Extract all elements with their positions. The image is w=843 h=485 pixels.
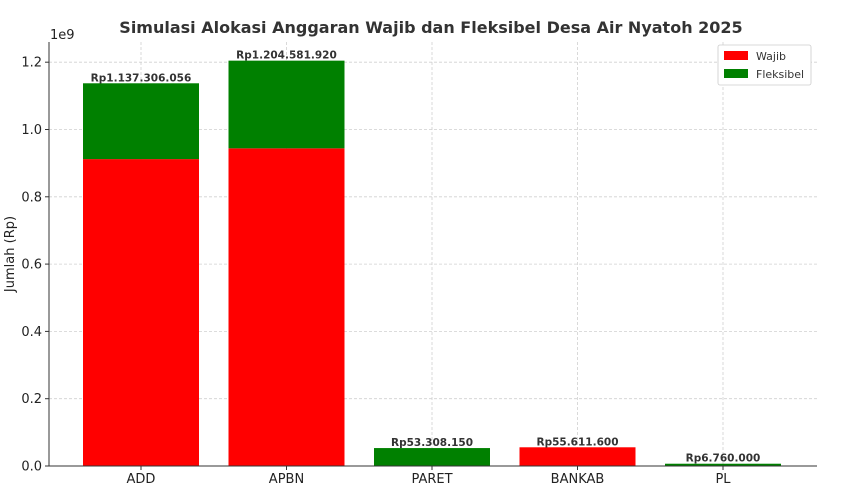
axes (48, 42, 817, 467)
y-tick-label: 0.2 (21, 392, 42, 407)
x-tick-label: PL (715, 472, 731, 485)
legend-label-wajib: Wajib (756, 50, 786, 63)
bar-labels: Rp1.137.306.056 Rp1.204.581.920 Rp53.308.1… (91, 50, 761, 465)
y-offset-text: 1e9 (50, 28, 75, 43)
bar-fleksibel-paret (374, 448, 490, 466)
y-tick-label: 0.0 (21, 460, 42, 475)
bar-fleksibel-pl (665, 463, 781, 466)
x-tick-label: BANKAB (551, 472, 605, 485)
y-axis-label: Jumlah (Rp) (3, 216, 18, 293)
y-tick-label: 0.4 (21, 325, 42, 340)
y-ticks: 0.0 0.2 0.4 0.6 0.8 1.0 1.2 (21, 56, 49, 475)
y-tick-label: 0.8 (21, 190, 42, 205)
bar-total-label: Rp55.611.600 (536, 436, 618, 448)
y-tick-label: 0.6 (21, 258, 42, 273)
bar-wajib-add (83, 159, 199, 466)
bar-total-label: Rp1.137.306.056 (91, 72, 192, 84)
legend: Wajib Fleksibel (717, 44, 812, 86)
legend-label-fleksibel: Fleksibel (756, 68, 804, 81)
x-tick-label: PARET (411, 472, 452, 485)
bar-total-label: Rp6.760.000 (686, 453, 761, 465)
y-tick-label: 1.2 (21, 56, 42, 71)
bar-total-label: Rp53.308.150 (391, 437, 473, 449)
legend-swatch-fleksibel (724, 69, 748, 78)
bar-fleksibel-apbn (228, 60, 345, 149)
bar-wajib-bankab (519, 447, 636, 466)
chart-title: Simulasi Alokasi Anggaran Wajib dan Flek… (119, 18, 742, 37)
x-tick-label: ADD (127, 472, 156, 485)
bar-wajib-apbn (228, 148, 345, 467)
x-ticks: ADD APBN PARET BANKAB PL (127, 466, 731, 485)
bar-total-label: Rp1.204.581.920 (236, 50, 337, 62)
x-tick-label: APBN (269, 472, 304, 485)
y-tick-label: 1.0 (21, 123, 42, 138)
bars (83, 60, 781, 467)
bar-fleksibel-add (83, 83, 199, 160)
legend-swatch-wajib (724, 51, 748, 60)
